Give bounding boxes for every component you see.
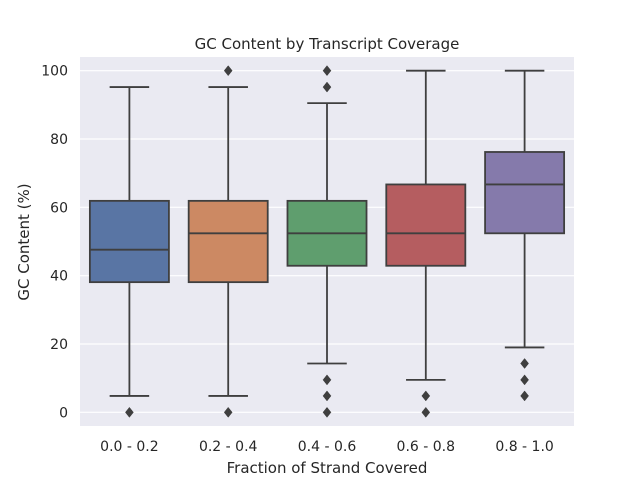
- outlier-point: [322, 65, 332, 77]
- y-tick-label: 80: [50, 132, 68, 148]
- x-axis-label: Fraction of Strand Covered: [227, 459, 428, 477]
- outlier-point: [520, 358, 529, 369]
- outlier-point: [421, 390, 431, 402]
- y-axis-label: GC Content (%): [15, 183, 33, 300]
- y-tick-label: 20: [50, 337, 68, 353]
- boxes: [88, 65, 566, 418]
- x-tick-label: 0.8 - 1.0: [495, 439, 553, 455]
- y-tick-labels: 0 20 40 60 80 100: [41, 64, 68, 422]
- outlier-point: [322, 390, 332, 402]
- box-group: [484, 69, 566, 402]
- iqr-box: [484, 151, 566, 235]
- x-tick-label: 0.4 - 0.6: [298, 439, 357, 455]
- outlier-point: [322, 374, 332, 386]
- iqr-box: [187, 199, 269, 284]
- outlier-point: [223, 406, 233, 418]
- x-tick-label: 0.0 - 0.2: [100, 439, 158, 455]
- x-tick-label: 0.6 - 0.8: [397, 439, 455, 455]
- box-group: [187, 65, 269, 418]
- box-group: [88, 86, 170, 418]
- y-tick-label: 0: [59, 405, 68, 421]
- outlier-point: [322, 406, 332, 418]
- y-tick-label: 100: [41, 64, 68, 80]
- outlier-point: [520, 390, 529, 402]
- outlier-point: [125, 406, 134, 418]
- outlier-point: [223, 65, 233, 77]
- box-group: [286, 65, 368, 418]
- outlier-point: [421, 406, 431, 418]
- chart-title: GC Content by Transcript Coverage: [195, 35, 460, 53]
- outlier-point: [520, 374, 529, 386]
- y-tick-label: 40: [50, 269, 68, 285]
- iqr-box: [385, 183, 467, 267]
- y-tick-label: 60: [50, 200, 68, 216]
- x-tick-labels: 0.0 - 0.2 0.2 - 0.4 0.4 - 0.6 0.6 - 0.8 0.8 …: [100, 439, 554, 455]
- iqr-box: [88, 199, 170, 284]
- x-tick-label: 0.2 - 0.4: [199, 439, 258, 455]
- outlier-point: [322, 81, 332, 93]
- box-group: [385, 69, 467, 418]
